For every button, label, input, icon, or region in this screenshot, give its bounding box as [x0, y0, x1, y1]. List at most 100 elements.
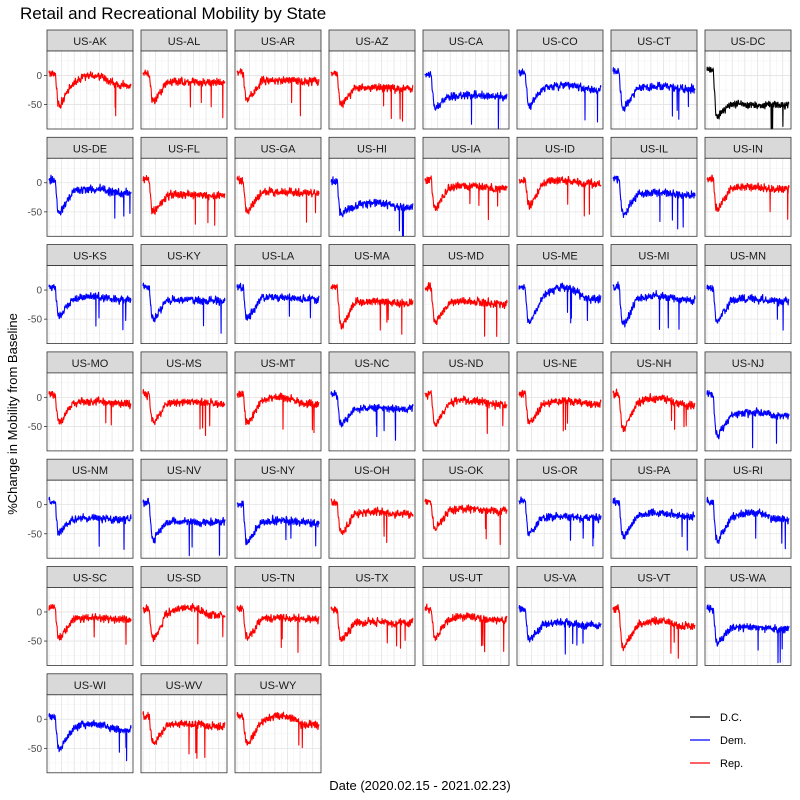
- series-line: [612, 175, 696, 230]
- gridlines: [329, 265, 415, 344]
- facet-panel: US-UT: [422, 566, 510, 666]
- facet-strip-label: US-VT: [638, 573, 671, 585]
- legend: D.C. Dem. Rep.: [690, 712, 746, 770]
- facet-strip-label: US-ND: [449, 358, 484, 370]
- series-line: [518, 496, 602, 547]
- facet-strip-label: US-TX: [356, 573, 390, 585]
- panel-border: [46, 587, 134, 666]
- gridlines: [235, 158, 321, 237]
- series-line: [612, 497, 696, 551]
- panel-border: [46, 157, 134, 237]
- series-line: [142, 69, 226, 119]
- facet-panel: US-SC 0 -50: [28, 566, 134, 666]
- series-line: [424, 71, 508, 130]
- panel-border: [704, 587, 792, 666]
- facet-strip-label: US-UT: [449, 573, 483, 585]
- facet-strip-label: US-IL: [640, 143, 668, 155]
- facet-panel: US-PA: [610, 458, 698, 559]
- legend-label: Rep.: [720, 758, 743, 770]
- facet-strip-label: US-OK: [449, 465, 485, 477]
- facet-panel: US-GA: [234, 136, 322, 237]
- panel-border: [610, 479, 698, 559]
- gridlines: [705, 51, 791, 129]
- facet-strip-label: US-WA: [730, 573, 767, 585]
- facet-panel: US-CT: [610, 29, 698, 130]
- facet-panel: US-KS 0 -50: [28, 244, 134, 345]
- series-line: [330, 498, 414, 544]
- series-line: [518, 282, 602, 325]
- facet-panel: US-OK: [422, 458, 510, 559]
- panel-border: [704, 157, 792, 237]
- facet-panel: US-HI: [328, 136, 416, 237]
- gridlines: [141, 587, 227, 666]
- panel-border: [516, 265, 604, 345]
- panel-border: [516, 157, 604, 237]
- gridlines: [517, 51, 603, 129]
- facet-strip-label: US-DE: [73, 143, 107, 155]
- panel-border: [140, 372, 228, 452]
- gridlines: [235, 265, 321, 344]
- series-line: [330, 389, 414, 441]
- panel-border: [516, 50, 604, 130]
- facet-panel: US-CA: [422, 29, 510, 130]
- gridlines: [423, 372, 509, 451]
- facet-strip-label: US-HI: [357, 143, 387, 155]
- series-line: [706, 604, 790, 664]
- panel-border: [46, 372, 134, 452]
- gridlines: [611, 480, 697, 559]
- gridlines: [423, 587, 509, 666]
- series-line: [612, 67, 696, 120]
- facet-panel: US-MS: [140, 351, 228, 452]
- facet-panel: US-TN: [234, 566, 322, 666]
- facet-panel: US-IA: [422, 136, 510, 237]
- facet-strip-label: US-MA: [354, 251, 390, 263]
- series-line: [518, 389, 602, 432]
- series-line: [142, 282, 226, 334]
- panel-border: [328, 587, 416, 666]
- series-line: [236, 175, 320, 223]
- series-line: [236, 711, 320, 749]
- gridlines: [329, 587, 415, 666]
- facet-strip-label: US-GA: [261, 143, 297, 155]
- facet-strip-label: US-SD: [167, 573, 201, 585]
- facet-panel: US-MT: [234, 351, 322, 452]
- facet-strip-label: US-NH: [637, 358, 672, 370]
- series-line: [424, 282, 508, 337]
- panel-border: [140, 265, 228, 345]
- series-line: [48, 713, 132, 762]
- panel-border: [140, 50, 228, 130]
- facet-strip-label: US-MO: [72, 358, 109, 370]
- facet-panel: US-NC: [328, 351, 416, 452]
- gridlines: [141, 265, 227, 344]
- y-axis-title: %Change in Mobility from Baseline: [5, 313, 20, 515]
- panel-border: [140, 694, 228, 774]
- panel-border: [234, 479, 322, 559]
- facet-panel: US-VT: [610, 566, 698, 666]
- legend-item: Rep.: [690, 758, 743, 770]
- facet-panel: US-RI: [704, 458, 792, 559]
- facet-panel: US-AR: [234, 29, 322, 130]
- gridlines: [47, 158, 133, 237]
- series-line: [706, 390, 790, 449]
- facet-strip-label: US-AK: [73, 36, 107, 48]
- panel-border: [234, 694, 322, 774]
- gridlines: [47, 372, 133, 451]
- series-line: [424, 175, 508, 221]
- panel-border: [140, 587, 228, 666]
- facet-strip-label: US-VA: [544, 573, 577, 585]
- gridlines: [423, 51, 509, 129]
- y-tick-label: -50: [28, 100, 43, 111]
- facet-panels: US-AK 0 -50 US-AL US-AR US-AZ US-CA US-CO US-CT U…: [28, 29, 792, 774]
- y-tick-label: 0: [36, 71, 42, 82]
- y-tick-label: 0: [36, 607, 42, 618]
- facet-strip-label: US-KS: [73, 251, 107, 263]
- y-tick-label: 0: [36, 286, 42, 297]
- facet-strip-label: US-MN: [730, 251, 766, 263]
- series-line: [330, 176, 414, 237]
- facet-panel: US-VA: [516, 566, 604, 666]
- y-tick-label: 0: [36, 715, 42, 726]
- facet-panel: US-CO: [516, 29, 604, 130]
- gridlines: [235, 694, 321, 773]
- series-line: [142, 497, 226, 557]
